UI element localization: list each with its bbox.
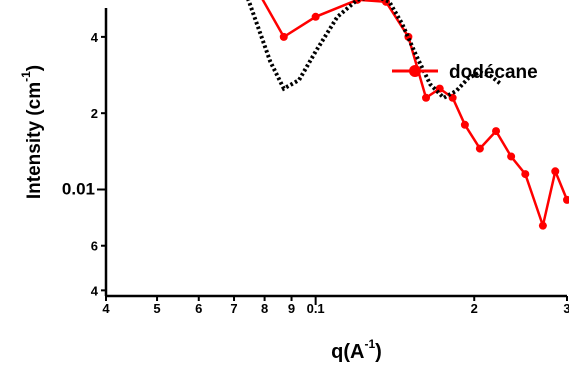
legend: dodécane bbox=[392, 62, 538, 83]
x-axis-title-main: q(A bbox=[331, 341, 364, 363]
dodecane-data-point bbox=[551, 167, 560, 176]
y-tick-label: 4 bbox=[91, 30, 99, 45]
y-axis-title-close: ) bbox=[24, 65, 45, 71]
x-tick-label: 6 bbox=[195, 301, 202, 316]
y-tick-label: 6 bbox=[91, 239, 98, 254]
legend-marker-dodecane bbox=[409, 65, 421, 77]
x-tick-label: 8 bbox=[261, 301, 268, 316]
x-axis-title-sup: -1 bbox=[364, 337, 375, 351]
x-tick-label: 5 bbox=[153, 301, 160, 316]
dodecane-series-line bbox=[261, 0, 569, 231]
y-axis-title-main: Intensity (cm bbox=[24, 82, 45, 199]
dodecane-data-point bbox=[475, 144, 484, 153]
dodecane-data-point bbox=[521, 170, 530, 179]
y-axis-title-sup: -1 bbox=[19, 71, 33, 82]
x-tick-label: 2 bbox=[471, 301, 478, 316]
dodecane-data-point bbox=[311, 12, 320, 21]
dotted-fit-curve bbox=[246, 0, 503, 101]
dodecane-data-point bbox=[563, 195, 569, 204]
dodecane-data-point bbox=[422, 93, 431, 102]
y-axis-ticks: 460.012460.124 bbox=[62, 0, 106, 298]
x-tick-label: 3 bbox=[563, 301, 569, 316]
x-axis-title: q(A-1) bbox=[331, 337, 382, 363]
y-axis-title: Intensity (cm-1) bbox=[19, 65, 45, 199]
y-tick-label: 0.01 bbox=[62, 179, 95, 198]
x-tick-label: 9 bbox=[288, 301, 295, 316]
dodecane-data-point bbox=[460, 120, 469, 129]
dodecane-data-point bbox=[507, 152, 516, 161]
y-tick-label: 4 bbox=[91, 283, 99, 298]
y-tick-label: 2 bbox=[91, 106, 98, 121]
series-layer bbox=[246, 0, 569, 231]
x-tick-label: 0.1 bbox=[307, 301, 325, 316]
x-tick-label: 7 bbox=[230, 301, 237, 316]
x-axis-ticks: 4 5 6 7 8 9 0.1 2 3 bbox=[102, 296, 569, 316]
plot-axes bbox=[104, 8, 567, 298]
x-axis-title-close: ) bbox=[375, 341, 382, 363]
x-tick-label: 4 bbox=[102, 301, 110, 316]
legend-label-dodecane: dodécane bbox=[449, 62, 538, 83]
dodecane-data-point bbox=[492, 127, 501, 136]
dodecane-data-point bbox=[538, 221, 547, 230]
dodecane-data-point bbox=[279, 32, 288, 41]
